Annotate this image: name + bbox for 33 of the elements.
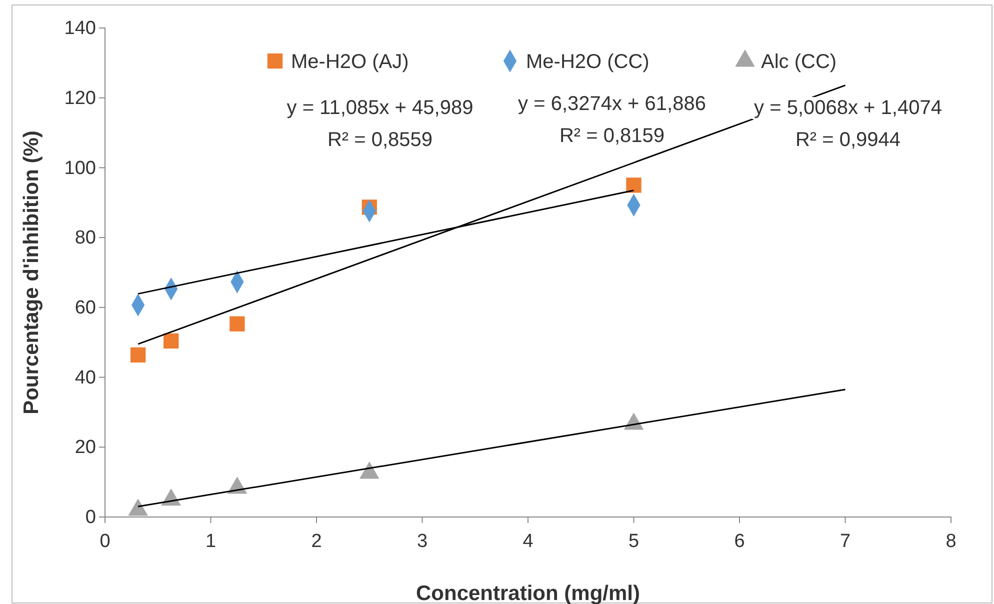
annotation: R² = 0,8559	[327, 129, 433, 151]
x-tick-label: 8	[946, 530, 956, 552]
legend-label: Alc (CC)	[761, 51, 837, 73]
point	[359, 462, 380, 479]
y-tick-label: 0	[85, 507, 96, 528]
annotation: R² = 0,8159	[559, 125, 665, 147]
point	[230, 316, 245, 332]
point	[626, 178, 642, 193]
x-tick-label: 2	[311, 530, 322, 552]
y-tick-label: 100	[64, 158, 96, 179]
point	[128, 498, 148, 516]
point	[164, 333, 179, 349]
annotation: y = 5,0068x + 1,4074	[754, 97, 942, 119]
y-tick-label: 120	[64, 88, 96, 109]
legend-label: Me-H2O (AJ)	[291, 51, 409, 73]
legend-label: Me-H2O (CC)	[526, 51, 650, 73]
y-tick-label: 20	[74, 437, 96, 458]
y-tick-label: 140	[64, 18, 96, 40]
x-tick-label: 5	[628, 530, 640, 552]
x-tick-label: 6	[734, 530, 745, 552]
y-tick-label: 40	[74, 367, 96, 388]
x-tick-label: 0	[100, 530, 110, 552]
annotation: R² = 0,9944	[795, 129, 901, 151]
x-tick-label: 1	[205, 530, 216, 552]
annotation: y = 11,085x + 45,989	[286, 97, 474, 119]
x-tick-label: 4	[522, 530, 534, 552]
annotation: y = 6,3274x + 61,886	[518, 93, 706, 115]
y-axis-title: Pourcentage d'inhibition (%)	[20, 130, 43, 414]
x-tick-label: 7	[840, 530, 851, 552]
y-tick-label: 60	[74, 298, 96, 319]
y-tick-label: 80	[74, 228, 96, 249]
point	[130, 347, 146, 363]
x-tick-label: 3	[416, 530, 428, 552]
